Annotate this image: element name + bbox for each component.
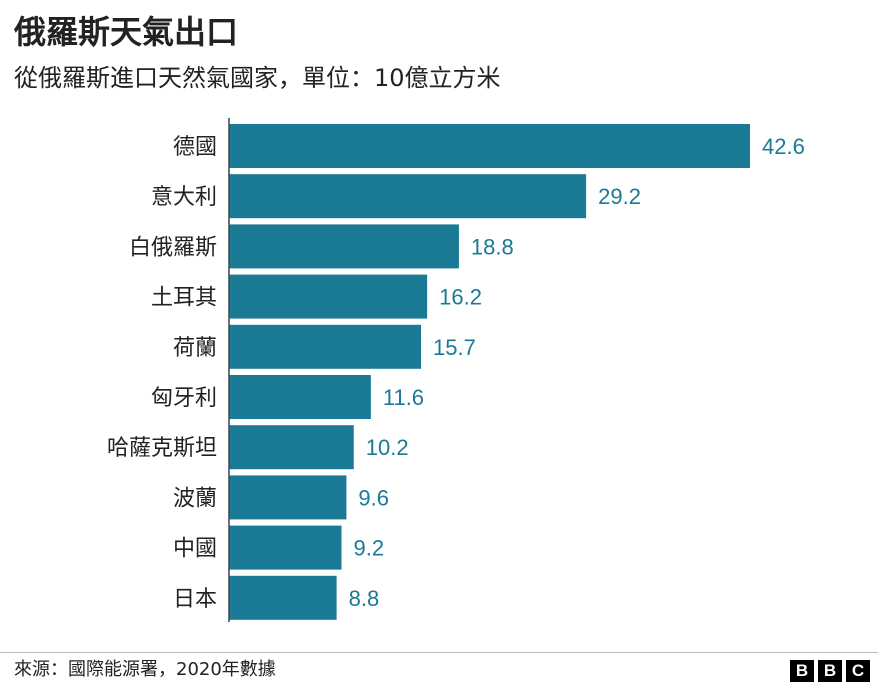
footer-divider: [0, 652, 878, 653]
bbc-logo-letter-2: B: [818, 660, 842, 682]
bar: [229, 375, 371, 419]
chart-title: 俄羅斯天氣出口: [14, 13, 239, 51]
value-label: 11.6: [383, 385, 424, 410]
value-label: 15.7: [433, 335, 476, 360]
bar: [229, 324, 422, 369]
category-label: 白俄羅斯: [129, 235, 217, 260]
bar: [229, 174, 587, 219]
bbc-logo-letter-1: B: [790, 660, 814, 682]
category-label: 波蘭: [173, 486, 217, 511]
value-label: 10.2: [366, 435, 409, 460]
value-label: 18.8: [471, 234, 514, 259]
bbc-logo-letter-3: C: [846, 660, 870, 682]
chart-subtitle: 從俄羅斯進口天然氣國家，單位：10億立方米: [14, 64, 501, 92]
value-label: 29.2: [598, 184, 641, 209]
bar: [229, 525, 342, 570]
bar: [229, 224, 459, 269]
bar-chart: 德國 42.6 意大利 29.2 白俄羅斯 18.8 土耳其 16.2 荷蘭 15.7 匈牙利 11.…: [107, 118, 805, 622]
source-note: 來源：國際能源署，2020年數據: [14, 659, 276, 680]
category-label: 日本: [173, 587, 217, 612]
value-label: 42.6: [762, 134, 805, 159]
category-label: 哈薩克斯坦: [107, 436, 217, 461]
category-label: 匈牙利: [151, 386, 217, 411]
category-label: 中國: [173, 537, 217, 562]
value-label: 8.8: [349, 586, 380, 611]
category-label: 荷蘭: [173, 336, 217, 361]
bbc-logo: B B C: [790, 660, 870, 682]
bar: [229, 475, 347, 520]
category-label: 土耳其: [151, 286, 217, 311]
bar: [229, 124, 750, 168]
category-label: 意大利: [151, 185, 217, 210]
value-label: 16.2: [439, 285, 482, 310]
category-label: 德國: [173, 135, 217, 160]
bar: [229, 575, 337, 620]
value-label: 9.6: [358, 485, 389, 510]
value-label: 9.2: [354, 536, 385, 561]
bar: [229, 425, 354, 470]
bar: [229, 274, 428, 319]
